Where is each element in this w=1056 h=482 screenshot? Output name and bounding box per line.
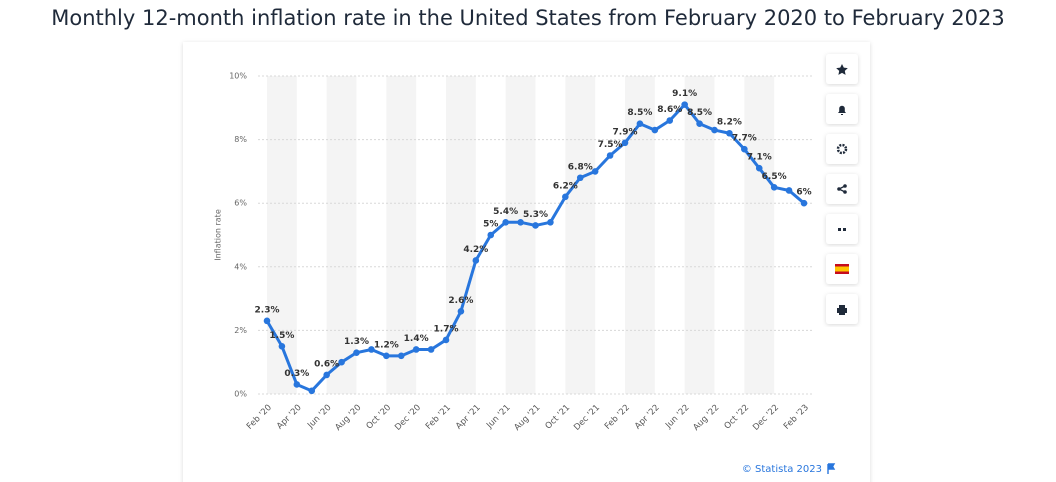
settings-button[interactable] (826, 134, 858, 164)
data-label: 5.4% (493, 207, 518, 217)
print-button[interactable] (826, 294, 858, 324)
point (621, 139, 629, 147)
source: © Statista 2023 (742, 464, 822, 475)
point (383, 352, 390, 360)
point (263, 317, 271, 325)
data-label: 1.7% (434, 324, 459, 334)
data-label: 7.1% (747, 153, 772, 163)
point (651, 126, 659, 134)
point (397, 352, 405, 360)
point (338, 358, 345, 366)
point (576, 174, 584, 182)
y-tick-label: 4% (234, 262, 247, 271)
point (532, 222, 539, 229)
band (326, 76, 357, 394)
band (565, 76, 596, 394)
flag-icon (827, 463, 836, 474)
data-label: 1.2% (374, 340, 399, 350)
data-label: 2.6% (448, 296, 473, 306)
point (726, 129, 733, 137)
share-button[interactable] (826, 174, 858, 204)
y-tick-label: 2% (234, 326, 247, 335)
point (412, 346, 420, 353)
data-label: 8.5% (627, 108, 652, 118)
point (591, 168, 599, 175)
point (457, 308, 465, 315)
band (386, 76, 417, 394)
data-label: 5.3% (523, 210, 548, 220)
point (606, 152, 614, 159)
data-label: 7.5% (598, 140, 623, 150)
data-label: 2.3% (255, 305, 280, 315)
point (472, 257, 480, 264)
point (755, 164, 763, 172)
point (368, 346, 375, 353)
point (562, 193, 569, 201)
band (446, 76, 476, 394)
y-tick-label: 6% (234, 199, 247, 208)
point (681, 101, 688, 108)
toolbar (826, 54, 858, 324)
point (711, 126, 718, 134)
data-label: 4.2% (463, 245, 488, 255)
point (741, 145, 748, 153)
notification-button[interactable] (826, 94, 858, 124)
point (278, 343, 286, 350)
point (517, 218, 524, 226)
point (785, 187, 793, 194)
point (293, 381, 301, 388)
data-label: 9.1% (672, 89, 697, 99)
point (770, 184, 778, 191)
point (800, 199, 808, 207)
y-axis-label: Inflation rate (214, 209, 223, 261)
chart-title: Monthly 12-month inflation rate in the U… (51, 6, 1005, 30)
data-label: 1.4% (404, 334, 429, 344)
data-label: 6.5% (762, 172, 787, 182)
data-label: 0.3% (284, 369, 309, 379)
point (696, 120, 703, 127)
data-label: 6% (796, 188, 811, 198)
data-label: 5% (483, 220, 498, 230)
data-label: 1.5% (269, 331, 294, 341)
data-label: 8.2% (717, 118, 742, 128)
favorite-button[interactable] (826, 54, 858, 84)
data-label: 7.7% (732, 134, 757, 144)
point (353, 349, 360, 356)
point (636, 120, 644, 127)
point (487, 231, 495, 239)
data-label: 6.2% (553, 181, 578, 191)
data-label: 8.6% (657, 105, 682, 115)
point (323, 371, 330, 379)
point (666, 117, 674, 124)
point (308, 387, 316, 395)
y-tick-label: 8% (234, 135, 247, 144)
point (442, 336, 450, 344)
cite-button[interactable] (826, 214, 858, 244)
y-tick-label: 10% (229, 72, 247, 81)
bands (267, 76, 775, 394)
point (502, 218, 509, 226)
band (744, 76, 775, 394)
band (505, 76, 536, 394)
data-label: 6.8% (568, 162, 593, 172)
data-label: 8.5% (687, 108, 712, 118)
data-label: 7.9% (613, 127, 638, 137)
data-label: 1.3% (344, 337, 369, 347)
language-button[interactable] (826, 254, 858, 284)
point (427, 346, 435, 353)
y-tick-label: 0% (234, 390, 247, 399)
data-label: 0.6% (314, 359, 339, 369)
point (547, 218, 554, 226)
band (267, 76, 297, 394)
